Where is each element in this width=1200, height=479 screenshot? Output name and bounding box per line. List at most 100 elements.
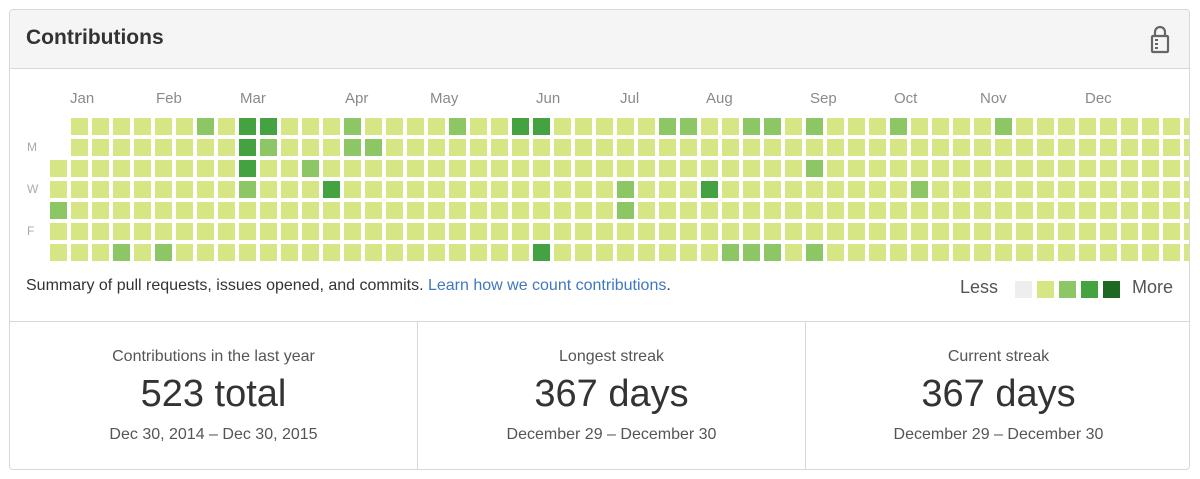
contribution-day[interactable] xyxy=(113,244,130,261)
contribution-day[interactable] xyxy=(365,244,382,261)
contribution-day[interactable] xyxy=(554,223,571,240)
contribution-day[interactable] xyxy=(617,202,634,219)
contribution-day[interactable] xyxy=(491,160,508,177)
contribution-day[interactable] xyxy=(260,181,277,198)
contribution-day[interactable] xyxy=(260,118,277,135)
contribution-day[interactable] xyxy=(1079,181,1096,198)
contribution-day[interactable] xyxy=(407,139,424,156)
contribution-day[interactable] xyxy=(1184,160,1189,177)
contribution-day[interactable] xyxy=(701,244,718,261)
contribution-day[interactable] xyxy=(785,244,802,261)
contribution-day[interactable] xyxy=(995,223,1012,240)
contribution-day[interactable] xyxy=(638,181,655,198)
contribution-day[interactable] xyxy=(953,244,970,261)
contribution-day[interactable] xyxy=(911,160,928,177)
contribution-day[interactable] xyxy=(890,223,907,240)
contribution-day[interactable] xyxy=(50,202,67,219)
contribution-day[interactable] xyxy=(1016,139,1033,156)
contribution-day[interactable] xyxy=(1100,160,1117,177)
contribution-day[interactable] xyxy=(197,244,214,261)
contribution-day[interactable] xyxy=(428,118,445,135)
contribution-day[interactable] xyxy=(722,202,739,219)
contribution-day[interactable] xyxy=(344,181,361,198)
contribution-day[interactable] xyxy=(239,118,256,135)
contribution-day[interactable] xyxy=(512,223,529,240)
contribution-day[interactable] xyxy=(365,223,382,240)
contribution-day[interactable] xyxy=(302,160,319,177)
contribution-day[interactable] xyxy=(911,244,928,261)
contribution-day[interactable] xyxy=(554,181,571,198)
contribution-day[interactable] xyxy=(827,202,844,219)
contribution-day[interactable] xyxy=(470,118,487,135)
contribution-day[interactable] xyxy=(1142,160,1159,177)
contribution-day[interactable] xyxy=(1100,202,1117,219)
contribution-day[interactable] xyxy=(1121,118,1138,135)
contribution-day[interactable] xyxy=(449,118,466,135)
contribution-day[interactable] xyxy=(512,244,529,261)
contribution-day[interactable] xyxy=(869,181,886,198)
contribution-day[interactable] xyxy=(659,202,676,219)
contribution-day[interactable] xyxy=(239,160,256,177)
contribution-day[interactable] xyxy=(743,223,760,240)
contribution-day[interactable] xyxy=(638,244,655,261)
contribution-day[interactable] xyxy=(176,202,193,219)
contribution-day[interactable] xyxy=(617,181,634,198)
contribution-day[interactable] xyxy=(155,139,172,156)
contribution-day[interactable] xyxy=(932,160,949,177)
contribution-day[interactable] xyxy=(176,160,193,177)
contribution-day[interactable] xyxy=(596,160,613,177)
contribution-day[interactable] xyxy=(71,160,88,177)
contribution-day[interactable] xyxy=(155,223,172,240)
contribution-day[interactable] xyxy=(701,202,718,219)
contribution-day[interactable] xyxy=(785,202,802,219)
contribution-day[interactable] xyxy=(344,160,361,177)
contribution-day[interactable] xyxy=(596,181,613,198)
contribution-day[interactable] xyxy=(302,202,319,219)
contribution-day[interactable] xyxy=(911,181,928,198)
contribution-day[interactable] xyxy=(449,160,466,177)
contribution-day[interactable] xyxy=(1184,118,1189,135)
contribution-day[interactable] xyxy=(974,202,991,219)
contribution-day[interactable] xyxy=(764,202,781,219)
contribution-day[interactable] xyxy=(428,223,445,240)
contribution-day[interactable] xyxy=(344,202,361,219)
contribution-day[interactable] xyxy=(92,202,109,219)
contribution-day[interactable] xyxy=(155,202,172,219)
contribution-day[interactable] xyxy=(827,139,844,156)
contribution-day[interactable] xyxy=(344,139,361,156)
contribution-day[interactable] xyxy=(848,139,865,156)
contribution-day[interactable] xyxy=(113,160,130,177)
contribution-day[interactable] xyxy=(134,160,151,177)
contribution-day[interactable] xyxy=(806,244,823,261)
contribution-day[interactable] xyxy=(218,160,235,177)
contribution-day[interactable] xyxy=(1121,139,1138,156)
contribution-day[interactable] xyxy=(50,160,67,177)
contribution-day[interactable] xyxy=(260,223,277,240)
contribution-day[interactable] xyxy=(113,202,130,219)
contribution-day[interactable] xyxy=(680,223,697,240)
contribution-day[interactable] xyxy=(281,223,298,240)
contribution-day[interactable] xyxy=(323,139,340,156)
contribution-day[interactable] xyxy=(239,181,256,198)
contribution-day[interactable] xyxy=(680,139,697,156)
contribution-day[interactable] xyxy=(638,223,655,240)
contribution-day[interactable] xyxy=(1100,181,1117,198)
contribution-day[interactable] xyxy=(890,139,907,156)
contribution-day[interactable] xyxy=(176,244,193,261)
contribution-day[interactable] xyxy=(659,223,676,240)
contribution-day[interactable] xyxy=(680,244,697,261)
contribution-day[interactable] xyxy=(71,244,88,261)
contribution-day[interactable] xyxy=(764,118,781,135)
contribution-day[interactable] xyxy=(407,118,424,135)
contribution-day[interactable] xyxy=(386,223,403,240)
contribution-day[interactable] xyxy=(1100,223,1117,240)
contribution-day[interactable] xyxy=(869,118,886,135)
contribution-day[interactable] xyxy=(50,244,67,261)
contribution-day[interactable] xyxy=(932,118,949,135)
contribution-day[interactable] xyxy=(932,223,949,240)
contribution-day[interactable] xyxy=(533,160,550,177)
contribution-day[interactable] xyxy=(281,118,298,135)
contribution-day[interactable] xyxy=(512,160,529,177)
contribution-day[interactable] xyxy=(1058,202,1075,219)
contribution-day[interactable] xyxy=(932,202,949,219)
